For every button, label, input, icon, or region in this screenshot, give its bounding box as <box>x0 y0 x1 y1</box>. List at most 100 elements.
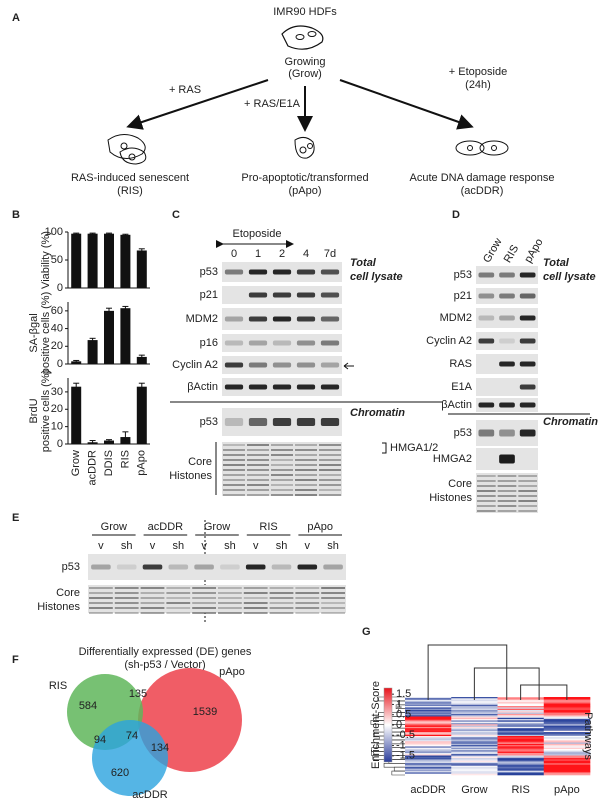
colorbar-tick-label: 1.5 <box>396 688 411 700</box>
band <box>271 444 293 446</box>
row-label: p16 <box>200 337 218 349</box>
band <box>218 592 242 594</box>
heatmap-cell <box>405 704 452 707</box>
x-tick-label: acDDR <box>87 450 99 486</box>
y-tick-label: 60 <box>51 305 63 317</box>
band <box>272 340 292 346</box>
band <box>224 418 244 426</box>
dendrogram <box>393 766 405 772</box>
band <box>223 469 245 471</box>
set-label: RIS <box>49 680 67 692</box>
dendrogram <box>391 770 405 776</box>
heatmap-cell <box>451 721 498 724</box>
treatment-label: + RAS/E1A <box>244 98 301 110</box>
heatmap-cell <box>451 750 498 752</box>
band <box>248 292 268 298</box>
band <box>220 564 240 570</box>
y-tick-label: 100 <box>45 226 63 238</box>
heatmap-cell <box>543 706 591 708</box>
band <box>296 418 316 426</box>
band <box>497 480 517 482</box>
band <box>296 340 316 346</box>
band <box>223 464 245 466</box>
heatmap-cell <box>497 733 545 735</box>
heatmap-cell <box>451 712 498 715</box>
heatmap-cell <box>543 732 591 734</box>
band <box>166 587 191 589</box>
band <box>319 459 341 461</box>
dendrogram <box>383 763 405 768</box>
band <box>271 454 293 456</box>
band <box>478 429 495 437</box>
heatmap-cell <box>497 729 545 732</box>
heatmap-cell <box>405 716 452 719</box>
heatmap-cell <box>451 738 498 741</box>
row-axis-label: Pathways <box>582 712 594 760</box>
band <box>272 269 292 275</box>
band <box>499 454 515 464</box>
heatmap-cell <box>451 729 498 732</box>
band <box>320 340 340 346</box>
heatmap-cell <box>451 711 498 713</box>
y-axis-label: positive cells (%) <box>40 370 52 453</box>
heatmap-cell <box>405 760 452 763</box>
heatmap-cell <box>497 721 545 724</box>
band <box>243 602 268 604</box>
band <box>247 444 269 446</box>
heatmap-cell <box>543 764 591 767</box>
bar <box>104 233 114 288</box>
band <box>243 607 268 609</box>
band <box>272 418 292 426</box>
set-label: acDDR <box>132 789 168 800</box>
band <box>320 316 340 322</box>
heatmap-cell <box>543 728 591 730</box>
band <box>319 444 341 446</box>
bar <box>120 234 131 288</box>
band <box>519 429 536 437</box>
band <box>295 607 320 609</box>
column-label: RIS <box>511 784 529 796</box>
band <box>192 592 216 594</box>
heatmap-cell <box>543 717 591 720</box>
heatmap-cell <box>451 758 498 760</box>
band <box>519 384 536 390</box>
heatmap-cell <box>543 708 591 711</box>
lane-label: sh <box>121 540 133 552</box>
row-label: Cyclin A2 <box>426 335 472 347</box>
band <box>243 587 268 589</box>
band <box>296 316 316 322</box>
heatmap-cell <box>497 726 545 729</box>
y-tick-label: 0 <box>57 358 63 370</box>
band <box>243 612 268 614</box>
row-label: Core <box>56 587 80 599</box>
band <box>89 607 113 609</box>
heatmap-cell <box>543 712 591 715</box>
bar <box>104 440 114 444</box>
row-label: βActin <box>441 399 472 411</box>
heatmap-cell <box>497 739 545 742</box>
band <box>319 489 341 491</box>
venn-set <box>92 720 168 796</box>
heatmap-cell <box>497 707 545 709</box>
band <box>140 587 165 589</box>
heatmap-cell <box>405 742 452 745</box>
heatmap-cell <box>451 767 498 769</box>
heatmap-cell <box>497 741 545 743</box>
heatmap-cell <box>405 719 452 721</box>
band <box>321 592 345 594</box>
band <box>248 384 268 390</box>
band <box>114 607 139 609</box>
row-label: MDM2 <box>186 313 218 325</box>
heatmap-cell <box>451 732 498 734</box>
band <box>271 459 293 461</box>
band <box>271 564 292 570</box>
band <box>478 338 495 344</box>
y-axis-label: BrdU <box>28 398 40 423</box>
bar <box>71 361 82 364</box>
venn-count: 74 <box>126 730 138 742</box>
band <box>518 495 537 497</box>
band <box>218 587 242 589</box>
heatmap-cell <box>497 743 545 746</box>
heatmap-cell <box>451 733 498 735</box>
heatmap-cell <box>497 765 545 768</box>
